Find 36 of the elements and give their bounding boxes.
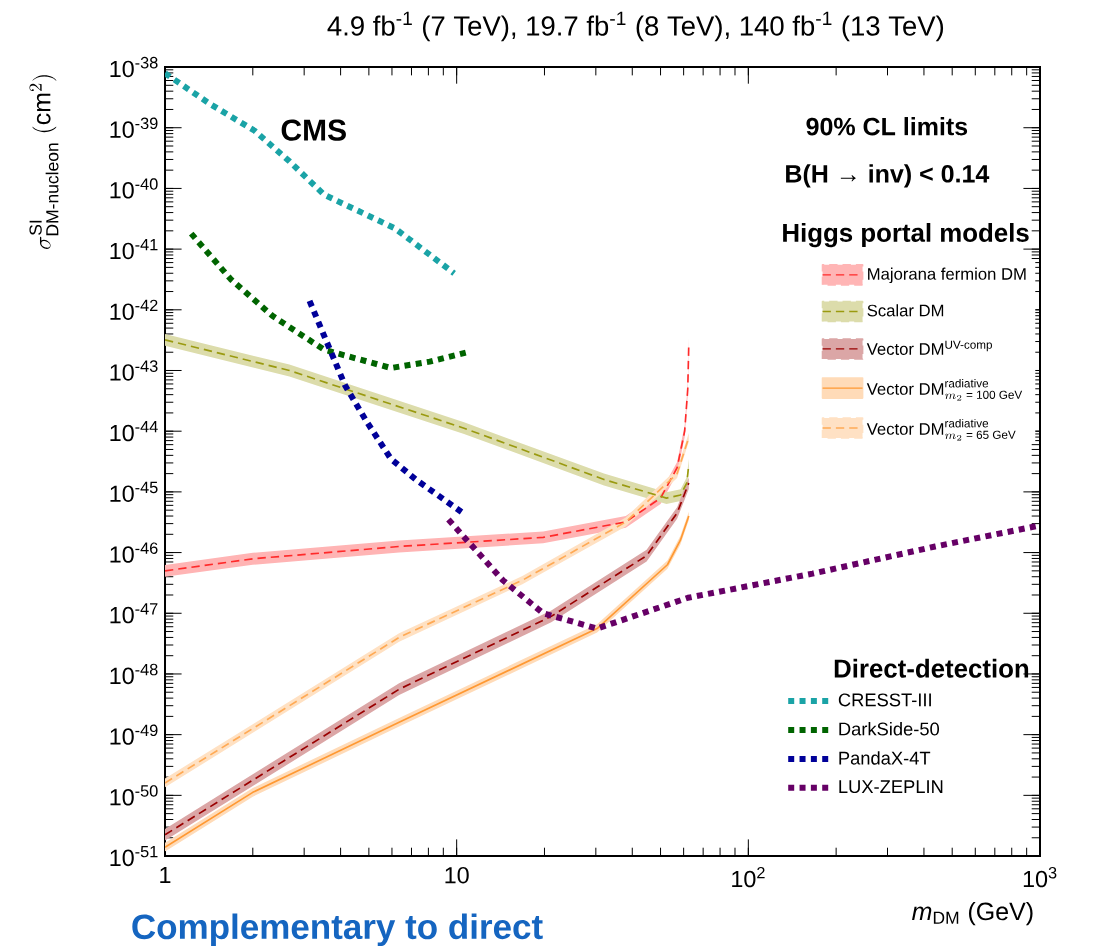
y-tick-label: 10$^{-48}$ bbox=[110, 663, 158, 685]
y-tick-label: 10$^{-43}$ bbox=[110, 360, 158, 381]
x-tick-label: 1 bbox=[160, 866, 171, 883]
legend-label: $\text{Vector DM}^{\text{radiative}}_{m_{2}\text{ = 100 GeV}}$ bbox=[866, 378, 1023, 401]
legend-label: Majorana fermion DM bbox=[868, 267, 1026, 284]
y-tick-label: 10$^{-44}$ bbox=[110, 421, 158, 442]
legend-label: CRESST-III bbox=[838, 693, 931, 707]
annotation: Higgs portal models bbox=[783, 223, 1029, 248]
y-tick-label: 10$^{-38}$ bbox=[110, 56, 158, 78]
y-axis-title: $\sigma^{\text{SI}}_{\text{DM-nucleon}}\ (\text{cm}^{2})$ bbox=[29, 75, 59, 250]
x-tick-label: 10$^{2}$ bbox=[732, 866, 765, 888]
y-tick-label: 10$^{-49}$ bbox=[110, 724, 158, 745]
y-tick-label: 10$^{-46}$ bbox=[110, 542, 158, 563]
legend-label: DarkSide-50 bbox=[839, 722, 940, 736]
y-tick-label: 10$^{-42}$ bbox=[110, 299, 158, 320]
legend-label: $\text{Vector DM}^{\text{radiative}}_{m_{2}\text{ = 65 GeV}}$ bbox=[866, 418, 1016, 441]
text: Complementary to direct bbox=[132, 913, 543, 947]
legend-label: Vector DM$^{UV-comp}$ bbox=[866, 340, 992, 355]
annotation: B(H → inv) < 0.14 bbox=[786, 164, 990, 188]
y-tick-label: 10$^{-45}$ bbox=[110, 481, 158, 502]
y-tick-label: 10$^{-41}$ bbox=[110, 239, 158, 260]
legend-label: PandaX-4T bbox=[839, 751, 931, 765]
annotation: CMS bbox=[281, 119, 346, 141]
legend-label: LUX-ZEPLIN bbox=[839, 780, 943, 794]
annotation: Direct-detection bbox=[834, 658, 1029, 678]
legend-label: Scalar DM bbox=[867, 304, 944, 317]
chart-title: 4.9 fb$^{-1}$ (7 TeV), 19.7 fb$^{-1}$ (8 TeV), 140 fb$^{-1}$ (13 TeV) bbox=[327, 11, 944, 42]
x-axis-title: m$_{DM}$ (GeV) bbox=[912, 901, 1033, 926]
y-tick-label: 10$^{-50}$ bbox=[110, 785, 158, 806]
y-tick-label: 10$^{-40}$ bbox=[110, 178, 158, 199]
y-tick-label: 10$^{-47}$ bbox=[110, 603, 158, 624]
x-tick-label: 10$^{3}$ bbox=[1023, 866, 1057, 888]
y-tick-label: 10$^{-39}$ bbox=[110, 117, 158, 138]
x-tick-label: 10 bbox=[445, 866, 469, 884]
y-tick-label: 10$^{-51}$ bbox=[110, 845, 158, 867]
annotation: 90% CL limits bbox=[806, 117, 968, 136]
